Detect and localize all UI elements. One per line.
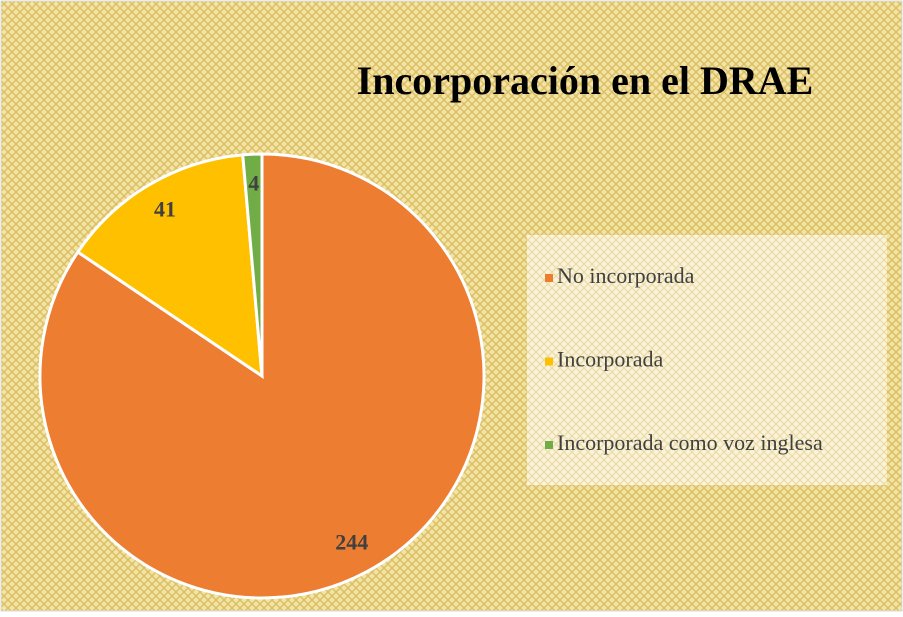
data-label: 244 [335, 530, 368, 555]
legend-label: No incorporada [557, 263, 695, 288]
pie-slice [241, 152, 264, 377]
legend-label: Incorporada [557, 347, 664, 372]
legend-marker [545, 357, 553, 366]
legend-background [527, 235, 887, 485]
data-label: 4 [248, 170, 259, 195]
chart-title: Incorporación en el DRAE [357, 58, 814, 103]
legend-label: Incorporada como voz inglesa [557, 430, 823, 455]
data-label: 41 [154, 197, 176, 222]
pie-slice [75, 153, 264, 379]
legend-marker [545, 274, 553, 282]
legend-marker [545, 441, 553, 449]
